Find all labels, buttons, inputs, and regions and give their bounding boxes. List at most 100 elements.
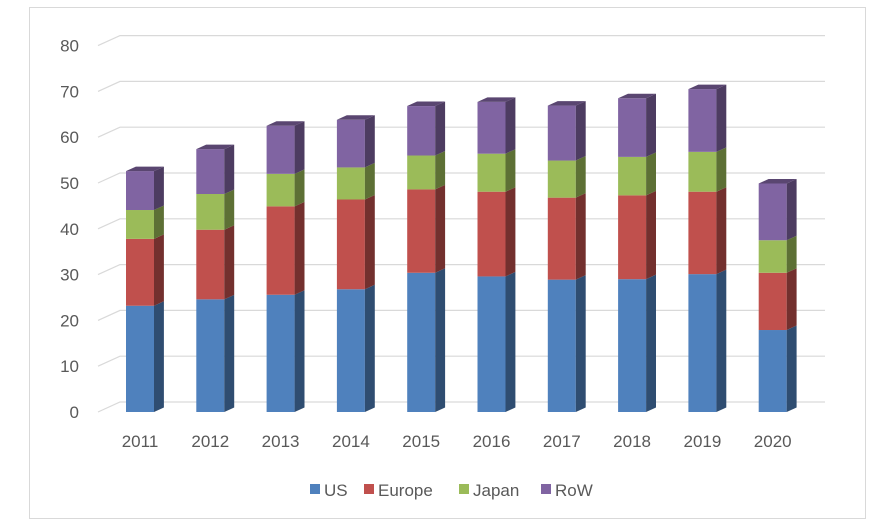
y-tick-label: 20 (60, 311, 79, 330)
legend-label-us: US (324, 481, 348, 500)
y-tick-label: 0 (70, 403, 79, 422)
bar-side-us-2014 (364, 284, 375, 412)
bar-side-us-2016 (505, 271, 516, 412)
bar-side-us-2011 (154, 301, 164, 412)
bar-japan-2015 (407, 155, 436, 190)
bar-row-2018 (618, 98, 647, 157)
bar-side-japan-2013 (294, 169, 305, 207)
bar-side-europe-2020 (786, 268, 797, 331)
bar-side-us-2019 (716, 269, 727, 412)
legend-label-japan: Japan (473, 481, 519, 500)
bar-top-2014 (336, 115, 375, 120)
legend-swatch-europe (364, 484, 374, 494)
bar-side-japan-2015 (435, 151, 446, 190)
bar-side-europe-2012 (224, 225, 235, 300)
bar-us-2015 (407, 272, 436, 412)
bar-us-2014 (336, 289, 365, 412)
bar-row-2016 (477, 101, 506, 154)
x-tick-label: 2014 (332, 432, 370, 451)
x-tick-label: 2013 (262, 432, 300, 451)
bar-top-2011 (126, 166, 164, 172)
gridline (97, 172, 825, 184)
bar-side-us-2018 (646, 274, 656, 412)
x-tick-label: 2012 (191, 432, 229, 451)
bar-side-japan-2012 (224, 189, 235, 230)
bar-side-row-2015 (435, 101, 446, 156)
bar-side-japan-2018 (646, 152, 656, 196)
y-tick-label: 30 (60, 266, 79, 285)
bar-row-2019 (688, 89, 717, 152)
y-tick-label: 60 (60, 128, 79, 147)
bar-japan-2013 (266, 173, 295, 207)
bar-side-us-2013 (294, 290, 305, 412)
bar-side-europe-2018 (646, 190, 656, 280)
bar-japan-2018 (618, 156, 647, 196)
x-tick-label: 2015 (402, 432, 440, 451)
legend-swatch-row (541, 484, 551, 494)
bar-side-japan-2019 (716, 147, 727, 192)
x-tick-label: 2019 (683, 432, 721, 451)
bar-side-row-2014 (364, 115, 375, 168)
bar-row-2011 (126, 171, 154, 211)
bar-us-2011 (126, 305, 154, 412)
gridline (97, 218, 825, 230)
gridline (97, 80, 825, 92)
bar-side-row-2019 (716, 84, 727, 152)
bar-row-2015 (407, 106, 436, 156)
legend-label-row: RoW (555, 481, 593, 500)
bar-side-japan-2020 (786, 235, 797, 273)
bar-europe-2019 (688, 191, 717, 275)
bar-side-europe-2016 (505, 187, 516, 277)
gridline (97, 309, 825, 321)
bar-japan-2016 (477, 153, 506, 192)
x-tick-label: 2011 (122, 432, 159, 451)
bar-us-2013 (266, 294, 295, 412)
bar-europe-2018 (618, 195, 647, 280)
bar-row-2013 (266, 125, 295, 174)
bar-side-us-2015 (435, 268, 446, 412)
bar-europe-2016 (477, 191, 506, 277)
bar-side-europe-2014 (364, 194, 375, 290)
bar-side-row-2011 (154, 166, 164, 211)
bar-us-2018 (618, 279, 647, 412)
bar-side-europe-2013 (294, 201, 305, 295)
bar-japan-2012 (196, 193, 225, 230)
bar-side-japan-2014 (364, 162, 375, 200)
x-tick-label: 2016 (473, 432, 511, 451)
gridline (97, 355, 825, 367)
bar-side-row-2013 (294, 121, 305, 174)
bar-europe-2012 (196, 229, 225, 300)
legend-swatch-japan (459, 484, 469, 494)
y-tick-label: 10 (60, 357, 79, 376)
bar-japan-2011 (126, 210, 154, 239)
bar-side-row-2020 (786, 178, 797, 241)
bar-side-japan-2011 (154, 205, 164, 239)
bar-side-row-2018 (646, 93, 656, 157)
bar-europe-2017 (547, 197, 576, 280)
bar-top-2016 (477, 97, 516, 102)
bar-europe-2020 (758, 272, 787, 331)
gridline (97, 34, 825, 47)
bar-europe-2013 (266, 206, 295, 295)
bar-side-us-2017 (575, 275, 586, 412)
bar-europe-2015 (407, 189, 436, 273)
bar-us-2017 (547, 279, 576, 412)
bar-top-2017 (547, 101, 586, 106)
bar-row-2020 (758, 183, 787, 241)
bar-us-2012 (196, 299, 225, 412)
gridline (97, 401, 825, 413)
bar-side-europe-2011 (154, 234, 164, 306)
bar-row-2012 (196, 149, 225, 194)
bar-top-2019 (688, 84, 727, 90)
bar-side-japan-2016 (505, 149, 516, 192)
bar-top-2012 (196, 144, 235, 150)
bar-japan-2017 (547, 160, 576, 198)
bar-side-europe-2015 (435, 184, 446, 273)
y-tick-label: 70 (60, 82, 79, 101)
bar-europe-2014 (336, 199, 365, 290)
bar-top-2013 (266, 121, 305, 126)
x-tick-label: 2020 (754, 432, 792, 451)
bar-japan-2020 (758, 240, 787, 273)
gridline (97, 126, 825, 138)
